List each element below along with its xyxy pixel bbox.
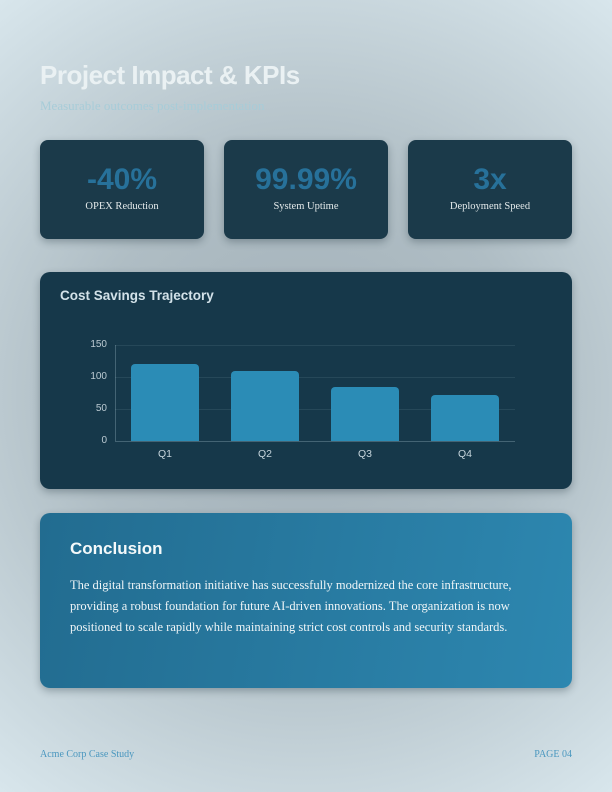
- footer-document-name: Acme Corp Case Study: [40, 749, 135, 760]
- bar: [431, 394, 499, 441]
- kpi-value: 3x: [473, 163, 507, 196]
- x-tick-label: Q1: [157, 448, 172, 460]
- kpi-row: -40% OPEX Reduction 99.99% System Uptime…: [40, 140, 572, 239]
- kpi-card-uptime: 99.99% System Uptime: [224, 140, 388, 239]
- bar: [231, 370, 299, 441]
- gridline: [115, 345, 515, 346]
- x-axis-line: [115, 441, 515, 442]
- bar-chart: 0 50 100 150 Q1 Q2 Q3 Q4: [40, 272, 572, 489]
- y-tick-label: 50: [95, 403, 107, 414]
- page-subtitle: Measurable outcomes post-implementation: [40, 98, 265, 113]
- kpi-card-opex: -40% OPEX Reduction: [40, 140, 204, 239]
- y-tick-label: 100: [90, 371, 107, 382]
- conclusion-card: Conclusion The digital transformation in…: [40, 513, 572, 688]
- page-title: Project Impact & KPIs: [40, 60, 300, 90]
- bar: [331, 386, 399, 441]
- kpi-label: Deployment Speed: [449, 201, 531, 212]
- gridline: [115, 377, 515, 378]
- kpi-value: -40%: [86, 163, 158, 196]
- y-axis-line: [115, 345, 116, 441]
- conclusion-body: The digital transformation initiative ha…: [70, 578, 512, 634]
- y-tick-label: 0: [101, 435, 107, 446]
- x-tick-label: Q3: [357, 448, 372, 460]
- conclusion-title: Conclusion: [70, 539, 163, 558]
- kpi-value: 99.99%: [255, 163, 357, 196]
- kpi-card-deployment: 3x Deployment Speed: [408, 140, 572, 239]
- chart-card: Cost Savings Trajectory 0 50 100 150 Q1 Q2 Q3 Q…: [40, 272, 572, 489]
- footer-page-number: PAGE 04: [534, 749, 572, 760]
- kpi-label: System Uptime: [273, 201, 339, 212]
- chart-title: Cost Savings Trajectory: [60, 288, 214, 303]
- x-tick-label: Q4: [457, 448, 472, 460]
- kpi-label: OPEX Reduction: [85, 201, 159, 212]
- gridline: [115, 409, 515, 410]
- x-tick-label: Q2: [257, 448, 272, 460]
- bar: [131, 364, 199, 441]
- y-tick-label: 150: [90, 339, 107, 350]
